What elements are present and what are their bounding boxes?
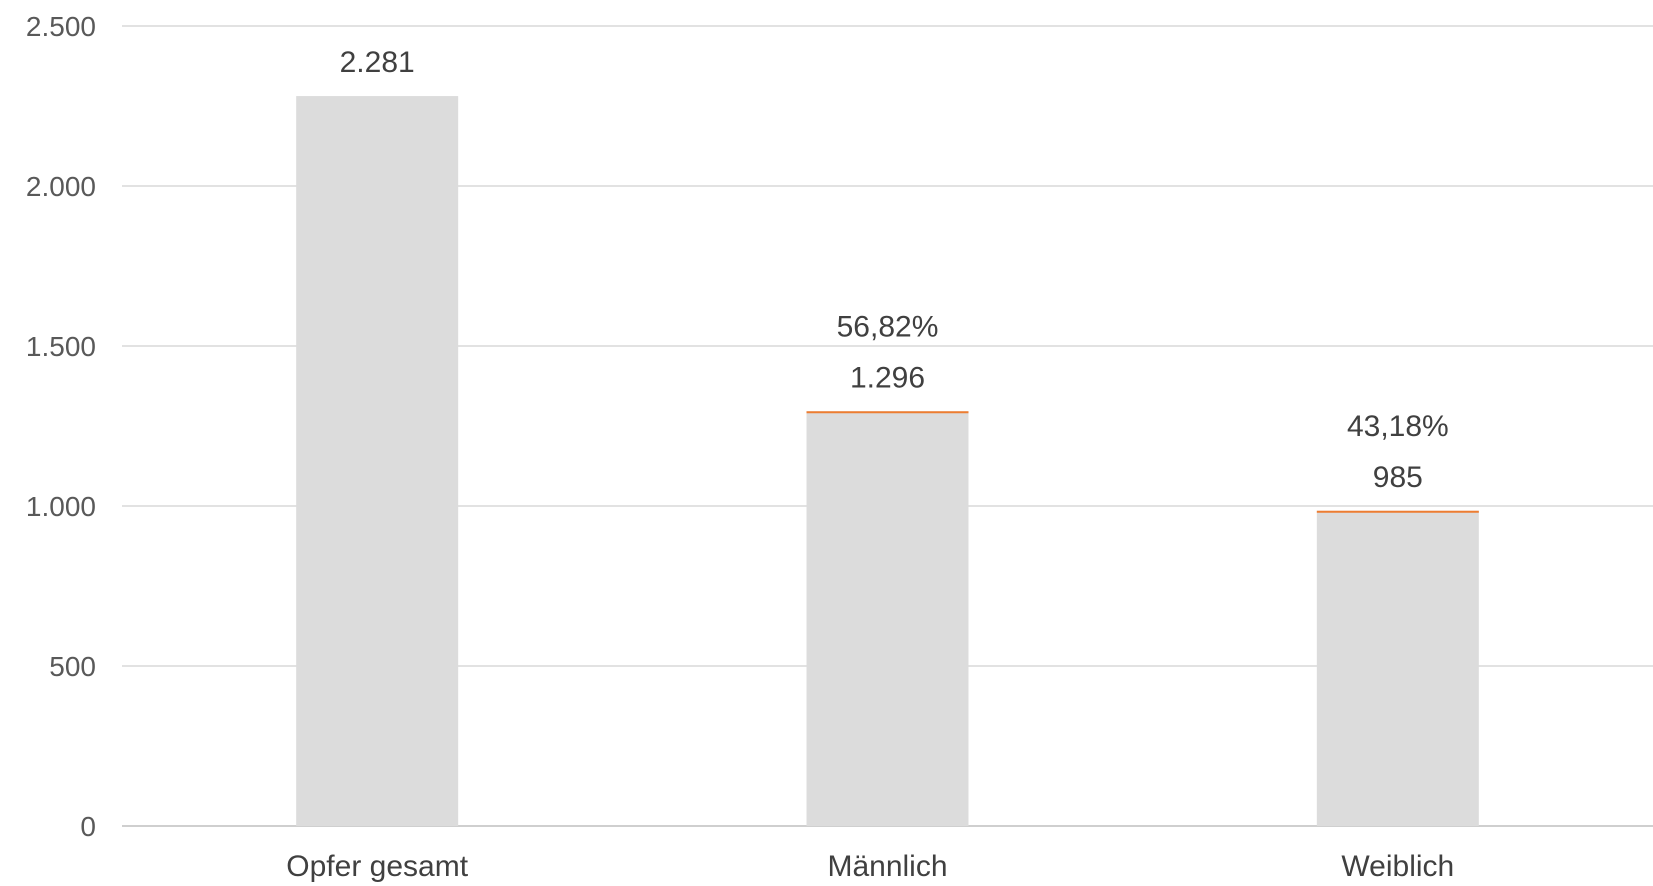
bar xyxy=(807,411,969,826)
share-label: 43,18% xyxy=(1347,410,1449,443)
bar xyxy=(1317,511,1479,826)
y-tick-label: 500 xyxy=(49,651,96,682)
y-tick-label: 2.000 xyxy=(26,171,96,202)
category-labels: Opfer gesamt Männlich Weiblich xyxy=(286,850,1454,883)
y-tick-label: 1.500 xyxy=(26,331,96,362)
category-label: Männlich xyxy=(827,850,947,883)
value-label: 2.281 xyxy=(340,46,415,79)
category-label: Opfer gesamt xyxy=(286,850,468,883)
y-axis-tick-labels: 0 500 1.000 1.500 2.000 2.500 xyxy=(26,11,96,842)
category-label: Weiblich xyxy=(1341,850,1454,883)
bars xyxy=(296,96,1479,826)
y-tick-label: 0 xyxy=(80,811,96,842)
value-label: 985 xyxy=(1373,461,1423,494)
bar xyxy=(296,96,458,826)
value-label: 1.296 xyxy=(850,361,925,394)
y-tick-label: 1.000 xyxy=(26,491,96,522)
share-label: 56,82% xyxy=(837,310,939,343)
y-tick-label: 2.500 xyxy=(26,11,96,42)
